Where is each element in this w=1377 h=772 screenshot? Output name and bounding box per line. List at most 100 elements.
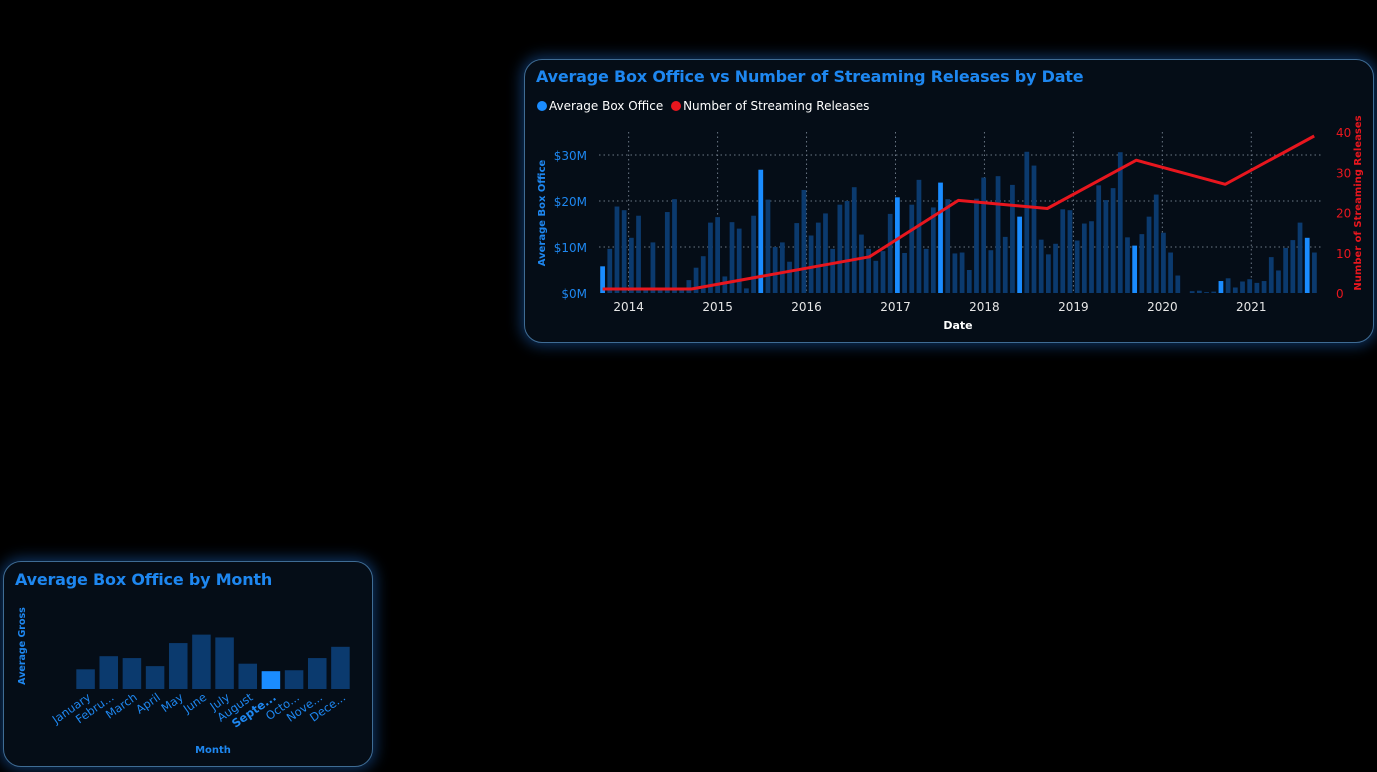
streaming-releases-line bbox=[602, 134, 1315, 291]
box-office-bar bbox=[887, 213, 893, 293]
box-office-bar bbox=[614, 206, 620, 293]
box-office-bar bbox=[1240, 281, 1245, 293]
y-tick-label: $10M bbox=[554, 241, 587, 255]
box-office-bar bbox=[1211, 291, 1217, 293]
box-office-bar bbox=[1204, 292, 1209, 293]
box-office-bar bbox=[880, 251, 886, 293]
box-office-bar bbox=[1146, 216, 1152, 293]
box-office-bar bbox=[974, 198, 979, 293]
box-office-bar bbox=[744, 288, 749, 293]
month-bar bbox=[261, 671, 281, 689]
x-tick-label: 2020 bbox=[1147, 300, 1178, 314]
box-office-bar bbox=[1312, 252, 1317, 293]
box-office-bar bbox=[1283, 247, 1289, 293]
box-office-bar bbox=[679, 290, 685, 293]
y-axis-title: Average Box Office bbox=[537, 159, 548, 266]
box-office-bar bbox=[1218, 281, 1224, 293]
box-office-bar bbox=[837, 204, 843, 293]
box-office-bar bbox=[794, 223, 800, 293]
box-office-bar bbox=[787, 261, 792, 293]
legend-item-streaming[interactable]: Number of Streaming Releases bbox=[671, 99, 869, 113]
box-office-bar bbox=[830, 248, 836, 293]
box-office-bar bbox=[729, 222, 735, 293]
box-office-bar bbox=[1053, 243, 1058, 293]
box-office-bar bbox=[1304, 237, 1310, 293]
legend-item-box-office[interactable]: Average Box Office bbox=[537, 99, 663, 113]
box-office-bar bbox=[930, 207, 936, 293]
box-office-bar bbox=[844, 201, 850, 293]
box-office-bar bbox=[1290, 240, 1296, 293]
y2-tick-label: 10 bbox=[1336, 247, 1351, 261]
box-office-bar bbox=[772, 247, 778, 293]
y2-tick-label: 40 bbox=[1336, 126, 1351, 140]
box-office-bar bbox=[823, 213, 828, 293]
x-tick-label: 2021 bbox=[1236, 300, 1267, 314]
month-bar bbox=[192, 634, 211, 689]
y-tick-label: $0M bbox=[561, 287, 587, 301]
box-office-bar bbox=[1254, 282, 1260, 293]
box-office-bar bbox=[672, 199, 677, 293]
box-office-bar bbox=[607, 248, 613, 293]
box-office-by-month-card: Average Box Office by Month January Febru… bbox=[3, 561, 373, 767]
month-bar bbox=[122, 658, 142, 689]
month-bar bbox=[331, 646, 350, 689]
legend-label-streaming: Number of Streaming Releases bbox=[683, 99, 870, 113]
box-office-bar bbox=[959, 252, 965, 293]
box-office-bar bbox=[873, 260, 879, 293]
box-office-bar bbox=[1232, 287, 1238, 293]
box-office-bar bbox=[664, 212, 670, 293]
box-office-bar bbox=[952, 253, 958, 293]
box-office-bar bbox=[715, 217, 721, 293]
box-office-bar bbox=[808, 235, 814, 293]
month-bar bbox=[168, 643, 188, 689]
box-office-bar bbox=[1110, 188, 1116, 293]
y2-tick-label: 30 bbox=[1336, 166, 1351, 180]
box-office-bar bbox=[693, 267, 699, 293]
box-office-bar bbox=[851, 187, 857, 293]
box-office-bar bbox=[1139, 234, 1145, 293]
box-office-bar bbox=[916, 179, 922, 293]
box-office-bar bbox=[1024, 151, 1030, 293]
month-chart-plot[interactable]: JanuaryFebru...MarchAprilMayJuneJulyAugu… bbox=[4, 562, 372, 766]
box-office-bar bbox=[758, 169, 764, 293]
month-bar bbox=[238, 663, 258, 689]
box-office-bar bbox=[1103, 200, 1109, 293]
x-tick-label: 2014 bbox=[613, 300, 644, 314]
month-bar bbox=[145, 666, 165, 689]
box-office-bar bbox=[650, 242, 656, 293]
box-office-bar bbox=[722, 276, 728, 293]
month-x-axis-title: Month bbox=[195, 745, 231, 756]
box-office-bar bbox=[1168, 252, 1173, 293]
box-office-bar bbox=[895, 197, 900, 293]
box-office-bar bbox=[1002, 236, 1008, 293]
box-office-bar bbox=[621, 210, 627, 293]
box-office-bar bbox=[995, 176, 1001, 293]
box-office-bar bbox=[1132, 245, 1138, 293]
x-axis-title: Date bbox=[943, 319, 972, 332]
box-office-bar bbox=[1261, 281, 1267, 293]
box-office-bar bbox=[1017, 216, 1022, 293]
box-office-bar bbox=[1247, 279, 1253, 293]
box-office-bar bbox=[859, 234, 864, 293]
month-bar bbox=[99, 656, 119, 689]
box-office-bar bbox=[902, 252, 907, 293]
y2-tick-label: 20 bbox=[1336, 207, 1351, 221]
box-office-bar bbox=[1175, 275, 1181, 293]
main-chart-legend: Average Box Office Number of Streaming R… bbox=[537, 99, 873, 113]
x-tick-label: 2018 bbox=[969, 300, 1000, 314]
main-chart-plot[interactable]: $0M $10M $20M $30M 2014 2015 2016 2017 2018 2019 2… bbox=[525, 60, 1373, 342]
box-office-bar bbox=[1089, 221, 1094, 293]
main-chart-title: Average Box Office vs Number of Streamin… bbox=[536, 67, 1084, 86]
box-office-bar bbox=[1153, 194, 1159, 293]
box-office-bar bbox=[945, 199, 951, 293]
x-tick-label: 2016 bbox=[791, 300, 822, 314]
month-bar bbox=[215, 637, 234, 689]
box-office-bar bbox=[966, 270, 972, 293]
box-office-bar bbox=[1074, 240, 1080, 293]
box-office-bar bbox=[600, 266, 605, 293]
box-office-bar bbox=[1196, 290, 1202, 293]
box-office-bar bbox=[1067, 210, 1073, 293]
box-office-bar bbox=[1189, 291, 1195, 293]
month-y-axis-title: Average Gross bbox=[17, 607, 28, 685]
box-office-bar bbox=[657, 289, 663, 293]
